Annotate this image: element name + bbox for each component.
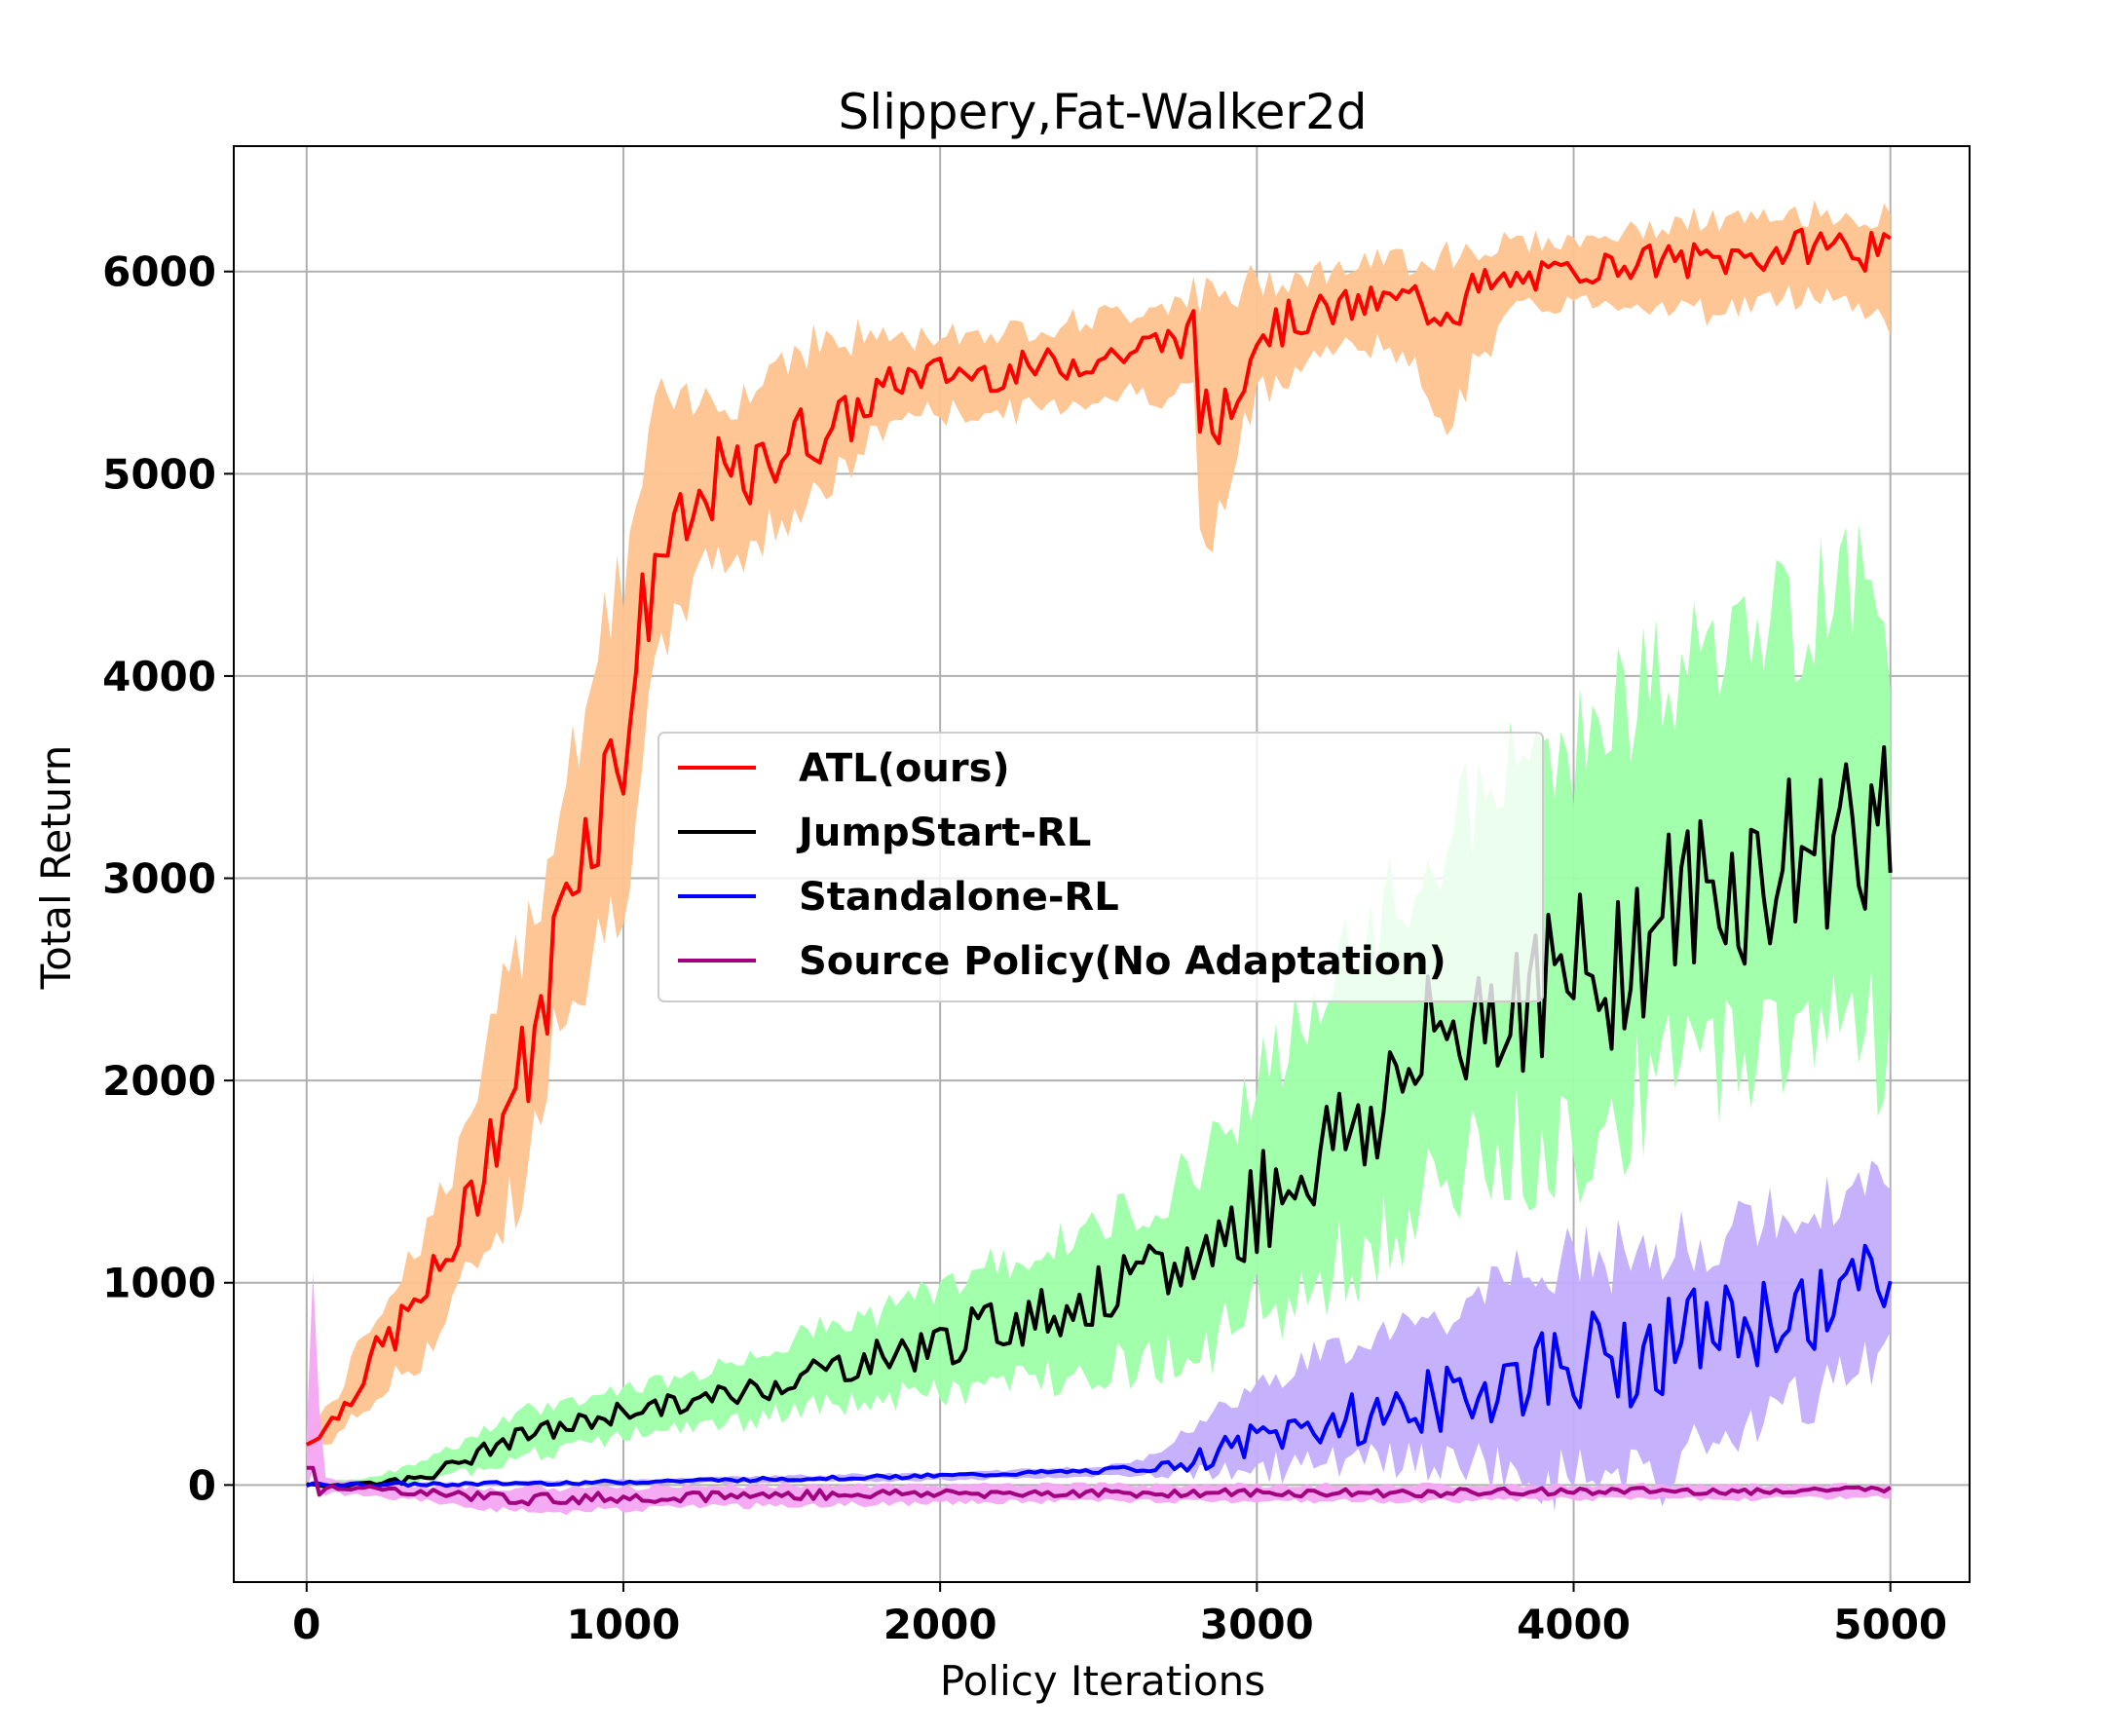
legend-label: Standalone-RL xyxy=(799,875,1119,920)
y-tick-label: 0 xyxy=(188,1461,216,1509)
legend-label: Source Policy(No Adaptation) xyxy=(799,939,1446,984)
series-line-1 xyxy=(306,745,1893,1489)
x-tick-label: 2000 xyxy=(883,1601,997,1648)
chart-title: Slippery,Fat-Walker2d xyxy=(838,84,1367,140)
x-tick-label: 5000 xyxy=(1833,1601,1947,1648)
y-tick-label: 1000 xyxy=(102,1260,216,1307)
x-tick-label: 4000 xyxy=(1517,1601,1631,1648)
y-tick-label: 2000 xyxy=(102,1057,216,1105)
legend-label: ATL(ours) xyxy=(799,746,1010,791)
y-axis: 0 1000 2000 3000 4000 5000 6000 xyxy=(102,248,234,1509)
x-tick-label: 0 xyxy=(292,1601,320,1648)
legend-label: JumpStart-RL xyxy=(796,811,1091,855)
series-line-2 xyxy=(306,1243,1893,1489)
y-tick-label: 4000 xyxy=(102,653,216,700)
plot-frame xyxy=(233,145,1971,1583)
y-tick-label: 6000 xyxy=(102,248,216,296)
band-2 xyxy=(306,1160,1891,1512)
legend-box xyxy=(658,732,1544,1002)
series-lines xyxy=(305,227,1893,1507)
x-tick-label: 1000 xyxy=(567,1601,681,1648)
series-line-3 xyxy=(306,1465,1892,1507)
legend: ATL(ours) JumpStart-RL Standalone-RL Source… xyxy=(658,732,1544,1002)
y-axis-label: Total Return xyxy=(32,745,80,991)
y-tick-label: 3000 xyxy=(102,855,216,903)
series-line-0 xyxy=(305,227,1892,1447)
x-tick-label: 3000 xyxy=(1200,1601,1314,1648)
band-1 xyxy=(306,524,1891,1487)
y-tick-label: 5000 xyxy=(102,450,216,498)
x-axis-label: Policy Iterations xyxy=(940,1657,1265,1705)
band-0 xyxy=(306,200,1891,1454)
x-axis: 0 1000 2000 3000 4000 5000 xyxy=(292,1582,1947,1648)
